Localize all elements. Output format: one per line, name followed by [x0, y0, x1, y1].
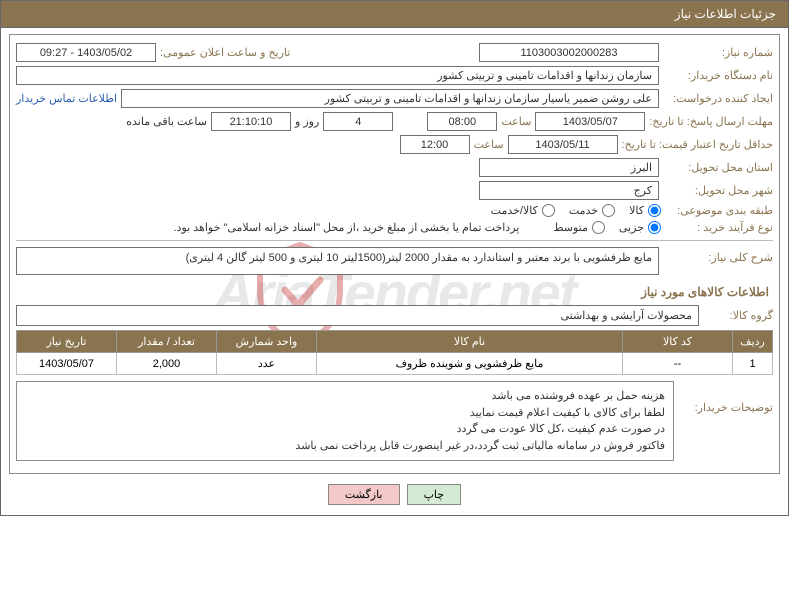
- radio-both[interactable]: [542, 204, 555, 217]
- note-line-2: لطفا برای کالای با کیفیت اعلام قیمت نمای…: [25, 405, 665, 422]
- remain-label: ساعت باقی مانده: [126, 115, 207, 128]
- radio-small[interactable]: [648, 221, 661, 234]
- note-line-3: در صورت عدم کیفیت ،کل کالا عودت می گردد: [25, 421, 665, 438]
- validity-date: 1403/05/11: [508, 135, 618, 154]
- radio-goods[interactable]: [648, 204, 661, 217]
- category-label: طبقه بندی موضوعی:: [663, 204, 773, 217]
- requester-value: علی روشن ضمیر یاسیار سازمان زندانها و اق…: [121, 89, 659, 108]
- radio-medium[interactable]: [592, 221, 605, 234]
- radio-service-label[interactable]: خدمت: [569, 204, 598, 217]
- note-line-1: هزینه حمل بر عهده فروشنده می باشد: [25, 388, 665, 405]
- td-name: مایع ظرفشویی و شوینده ظروف: [317, 353, 623, 375]
- province-value: البرز: [479, 158, 659, 177]
- buyer-label: نام دستگاه خریدار:: [663, 69, 773, 82]
- radio-goods-label[interactable]: کالا: [629, 204, 644, 217]
- days-remaining: 4: [323, 112, 393, 131]
- td-unit: عدد: [217, 353, 317, 375]
- deadline-label: مهلت ارسال پاسخ: تا تاریخ:: [649, 115, 773, 128]
- hour-label-2: ساعت: [474, 138, 504, 151]
- need-no-label: شماره نیاز:: [663, 46, 773, 59]
- time-remaining: 21:10:10: [211, 112, 291, 131]
- notes-label: توضیحات خریدار:: [678, 381, 773, 414]
- td-code: --: [623, 353, 733, 375]
- deadline-time: 08:00: [427, 112, 497, 131]
- buyer-value: سازمان زندانها و اقدامات تامینی و تربیتی…: [16, 66, 659, 85]
- city-label: شهر محل تحویل:: [663, 184, 773, 197]
- radio-both-label[interactable]: کالا/خدمت: [491, 204, 538, 217]
- th-qty: تعداد / مقدار: [117, 331, 217, 353]
- details-box: شماره نیاز: 1103003002000283 تاریخ و ساع…: [9, 34, 780, 474]
- th-date: تاریخ نیاز: [17, 331, 117, 353]
- radio-service[interactable]: [602, 204, 615, 217]
- city-value: کرج: [479, 181, 659, 200]
- panel-header: جزئیات اطلاعات نیاز: [0, 0, 789, 28]
- desc-label: شرح کلی نیاز:: [663, 247, 773, 264]
- panel-content: شماره نیاز: 1103003002000283 تاریخ و ساع…: [0, 28, 789, 516]
- announce-value: 1403/05/02 - 09:27: [16, 43, 156, 62]
- requester-label: ایجاد کننده درخواست:: [663, 92, 773, 105]
- days-label: روز و: [295, 115, 319, 128]
- announce-label: تاریخ و ساعت اعلان عمومی:: [160, 46, 290, 59]
- back-button[interactable]: بازگشت: [328, 484, 400, 505]
- td-row: 1: [733, 353, 773, 375]
- radio-small-label[interactable]: جزیی: [619, 221, 644, 234]
- td-date: 1403/05/07: [17, 353, 117, 375]
- print-button[interactable]: چاپ: [407, 484, 462, 505]
- need-no-value: 1103003002000283: [479, 43, 659, 62]
- group-value: محصولات آرایشی و بهداشتی: [16, 305, 699, 326]
- desc-value: مایع ظرفشویی با برند معتبر و استاندارد ب…: [16, 247, 659, 275]
- group-label: گروه کالا:: [703, 309, 773, 322]
- radio-medium-label[interactable]: متوسط: [553, 221, 588, 234]
- purchase-type-label: نوع فرآیند خرید :: [663, 221, 773, 234]
- separator-1: [16, 240, 773, 241]
- td-qty: 2,000: [117, 353, 217, 375]
- validity-time: 12:00: [400, 135, 470, 154]
- buyer-contact-link[interactable]: اطلاعات تماس خریدار: [16, 92, 117, 105]
- hour-label-1: ساعت: [501, 115, 531, 128]
- panel-title: جزئیات اطلاعات نیاز: [675, 7, 776, 21]
- th-name: نام کالا: [317, 331, 623, 353]
- goods-info-heading: اطلاعات کالاهای مورد نیاز: [16, 285, 769, 299]
- table-row: 1 -- مایع ظرفشویی و شوینده ظروف عدد 2,00…: [17, 353, 773, 375]
- button-row: چاپ بازگشت: [9, 484, 780, 505]
- validity-label: حداقل تاریخ اعتبار قیمت: تا تاریخ:: [622, 138, 773, 151]
- th-code: کد کالا: [623, 331, 733, 353]
- deadline-date: 1403/05/07: [535, 112, 645, 131]
- province-label: استان محل تحویل:: [663, 161, 773, 174]
- goods-table: ردیف کد کالا نام کالا واحد شمارش تعداد /…: [16, 330, 773, 375]
- th-row: ردیف: [733, 331, 773, 353]
- purchase-note: پرداخت تمام یا بخشی از مبلغ خرید ،از محل…: [174, 221, 520, 234]
- note-line-4: فاکتور فروش در سامانه مالیاتی ثبت گردد،د…: [25, 438, 665, 455]
- th-unit: واحد شمارش: [217, 331, 317, 353]
- buyer-notes: هزینه حمل بر عهده فروشنده می باشد لطفا ب…: [16, 381, 674, 461]
